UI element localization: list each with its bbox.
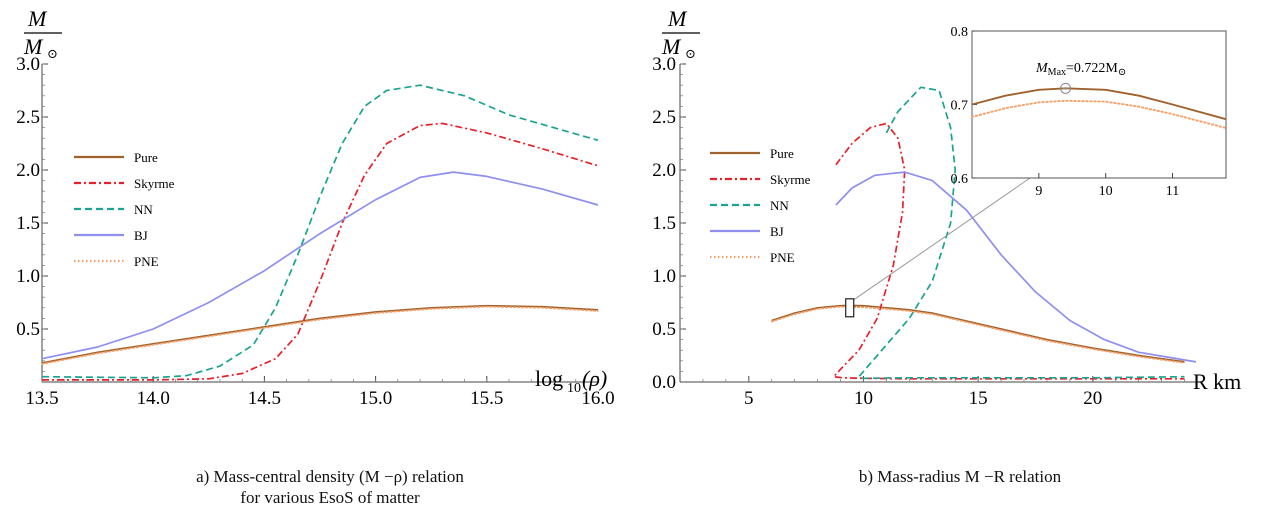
x-axis-label: log 10 (ρ) bbox=[535, 366, 607, 396]
y-tick-label: 1.0 bbox=[16, 266, 40, 287]
y-tick-label: 2.5 bbox=[652, 107, 676, 128]
x-tick-label: 13.5 bbox=[25, 388, 58, 409]
y-tick-label: 1.5 bbox=[16, 213, 40, 234]
y-tick-label: 3.0 bbox=[16, 54, 40, 75]
y-tick-label: 2.5 bbox=[16, 107, 40, 128]
inset-series-pure bbox=[971, 87, 1227, 121]
b-series-bj bbox=[835, 171, 1197, 363]
inset-y-tick-label: 0.6 bbox=[951, 172, 969, 187]
inset-x-tick-label: 11 bbox=[1166, 184, 1179, 199]
inset-frame bbox=[971, 30, 1227, 179]
y-label-denominator: M bbox=[661, 34, 682, 59]
axes bbox=[679, 63, 1196, 383]
series-lines bbox=[770, 86, 1197, 380]
y-label-numerator: M bbox=[27, 6, 48, 31]
zoom-indicator bbox=[845, 177, 1031, 318]
a-series-nn bbox=[41, 84, 599, 379]
y-tick-label: 1.0 bbox=[652, 266, 676, 287]
x-tick-label: 14.0 bbox=[137, 388, 170, 409]
inset-x-tick-label: 10 bbox=[1099, 184, 1113, 199]
x-tick-label: 15 bbox=[969, 388, 988, 409]
max-mass-annotation: MMax=0.722M⊙ bbox=[1035, 61, 1126, 78]
y-tick-label: 0.5 bbox=[16, 319, 40, 340]
b-series-pure bbox=[771, 304, 1185, 363]
axes bbox=[41, 63, 599, 383]
legend: Pure Skyrme NN BJ PNE bbox=[710, 146, 811, 265]
y-tick-label: 0.0 bbox=[652, 372, 676, 393]
caption-b: b) Mass-radius M −R relation bbox=[800, 466, 1120, 487]
x-label-subscript: 10 bbox=[567, 381, 581, 396]
legend-label-bj: BJ bbox=[134, 228, 148, 243]
zoom-connector-line bbox=[853, 177, 1031, 301]
y-tick-label: 0.5 bbox=[652, 319, 676, 340]
tick-labels: 13.5 14.0 14.5 15.0 15.5 16.0 0.5 1.0 1.5 2.0 2.5 3… bbox=[16, 54, 614, 409]
a-series-bj bbox=[41, 171, 599, 360]
b-series-pne bbox=[770, 305, 1186, 364]
inset-chart: 9 10 11 0.6 0.7 0.8 MMax=0.722M⊙ bbox=[951, 25, 1227, 199]
legend: Pure Skyrme NN BJ PNE bbox=[74, 150, 175, 269]
y-label-denominator: M bbox=[23, 34, 44, 59]
x-tick-label: 15.0 bbox=[359, 388, 392, 409]
legend-label-nn: NN bbox=[770, 198, 789, 213]
inset-series-pne bbox=[971, 99, 1227, 129]
y-label-numerator: M bbox=[667, 6, 688, 31]
x-label-log: log bbox=[535, 366, 563, 391]
caption-a-line2: for various EsoS of matter bbox=[240, 488, 420, 507]
a-series-pne bbox=[41, 305, 599, 365]
legend-label-pne: PNE bbox=[134, 254, 159, 269]
x-tick-label: 10 bbox=[854, 388, 873, 409]
y-tick-label: 2.0 bbox=[16, 160, 40, 181]
legend-label-bj: BJ bbox=[770, 224, 784, 239]
b-series-nn bbox=[858, 86, 1185, 380]
y-axis-label: M M ⊙ bbox=[661, 6, 700, 61]
y-label-sun-symbol: ⊙ bbox=[47, 46, 58, 61]
y-tick-label: 1.5 bbox=[652, 213, 676, 234]
legend-label-pure: Pure bbox=[134, 150, 158, 165]
chart-mass-radius: M M ⊙ 5 10 15 20 0.0 0.5 1.0 1.5 2.0 2.5 3.0 Pure S… bbox=[652, 6, 1241, 409]
legend-label-pure: Pure bbox=[770, 146, 794, 161]
tick-labels: 5 10 15 20 0.0 0.5 1.0 1.5 2.0 2.5 3.0 bbox=[652, 54, 1102, 409]
legend-label-skyrme: Skyrme bbox=[134, 176, 175, 191]
x-tick-label: 20 bbox=[1083, 388, 1102, 409]
legend-label-pne: PNE bbox=[770, 250, 795, 265]
y-tick-label: 2.0 bbox=[652, 160, 676, 181]
caption-b-line1: b) Mass-radius M −R relation bbox=[858, 467, 1062, 486]
x-tick-label: 14.5 bbox=[248, 388, 281, 409]
a-series-pure bbox=[41, 304, 599, 364]
x-tick-label: 5 bbox=[744, 388, 754, 409]
y-axis-label: M M ⊙ bbox=[23, 6, 62, 61]
legend-label-nn: NN bbox=[134, 202, 153, 217]
y-tick-label: 3.0 bbox=[652, 54, 676, 75]
x-axis-label: R km bbox=[1193, 369, 1241, 394]
x-tick-label: 16.0 bbox=[581, 388, 614, 409]
y-label-sun-symbol: ⊙ bbox=[685, 46, 696, 61]
legend-label-skyrme: Skyrme bbox=[770, 172, 811, 187]
chart-mass-central-density: M M ⊙ 13.5 14.0 14.5 15.0 15.5 16.0 0.5 1.0 1.5 2… bbox=[16, 6, 614, 409]
x-tick-label: 15.5 bbox=[470, 388, 503, 409]
inset-y-tick-label: 0.8 bbox=[951, 25, 969, 40]
zoom-box bbox=[845, 298, 855, 318]
a-series-skyrme bbox=[42, 122, 599, 381]
inset-y-tick-label: 0.7 bbox=[951, 99, 969, 114]
caption-a: a) Mass-central density (M −ρ) relation … bbox=[120, 466, 540, 508]
series-lines bbox=[41, 84, 599, 381]
inset-x-tick-label: 9 bbox=[1035, 184, 1042, 199]
b-series-skyrme bbox=[832, 122, 1185, 380]
caption-a-line1: a) Mass-central density (M −ρ) relation bbox=[196, 467, 464, 486]
max-point-marker bbox=[1060, 82, 1072, 94]
x-label-argument: (ρ) bbox=[582, 366, 607, 391]
